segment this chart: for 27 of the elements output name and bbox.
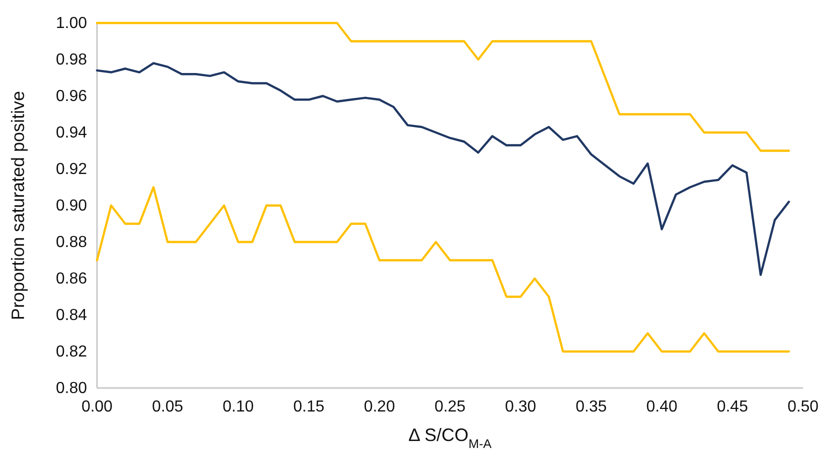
x-tick-label: 0.00 — [81, 398, 113, 416]
y-tick-label: 1.00 — [56, 15, 88, 32]
x-axis-title: Δ S/CO$_{M-A}$ — [408, 425, 492, 451]
x-tick-label: 0.30 — [505, 398, 536, 416]
y-tick-label: 0.84 — [56, 307, 88, 324]
line-series — [96, 62, 790, 276]
line-series — [96, 186, 790, 353]
line-series — [96, 22, 790, 152]
x-tick-label: 0.45 — [716, 398, 748, 416]
y-axis-title: Proportion saturated positive — [8, 90, 28, 320]
y-tick-label: 0.88 — [56, 234, 88, 252]
x-tick-label: 0.40 — [646, 398, 678, 416]
y-tick-label: 0.98 — [56, 52, 88, 69]
x-tick-label: 0.50 — [787, 398, 819, 416]
x-tick-label: 0.05 — [152, 398, 184, 416]
x-tick-label: 0.15 — [293, 398, 324, 416]
y-tick-label: 0.80 — [56, 380, 88, 398]
y-tick-label: 0.92 — [56, 161, 88, 178]
y-tick-label: 0.82 — [56, 344, 88, 361]
x-tick-label: 0.20 — [364, 398, 396, 416]
x-tick-label: 0.35 — [576, 398, 607, 416]
y-tick-label: 0.90 — [56, 198, 88, 215]
y-tick-label: 0.94 — [56, 124, 88, 142]
y-tick-label: 0.86 — [56, 270, 88, 288]
y-tick-label: 0.96 — [56, 88, 88, 106]
x-tick-label: 0.10 — [222, 398, 254, 416]
x-tick-label: 0.25 — [434, 398, 466, 416]
